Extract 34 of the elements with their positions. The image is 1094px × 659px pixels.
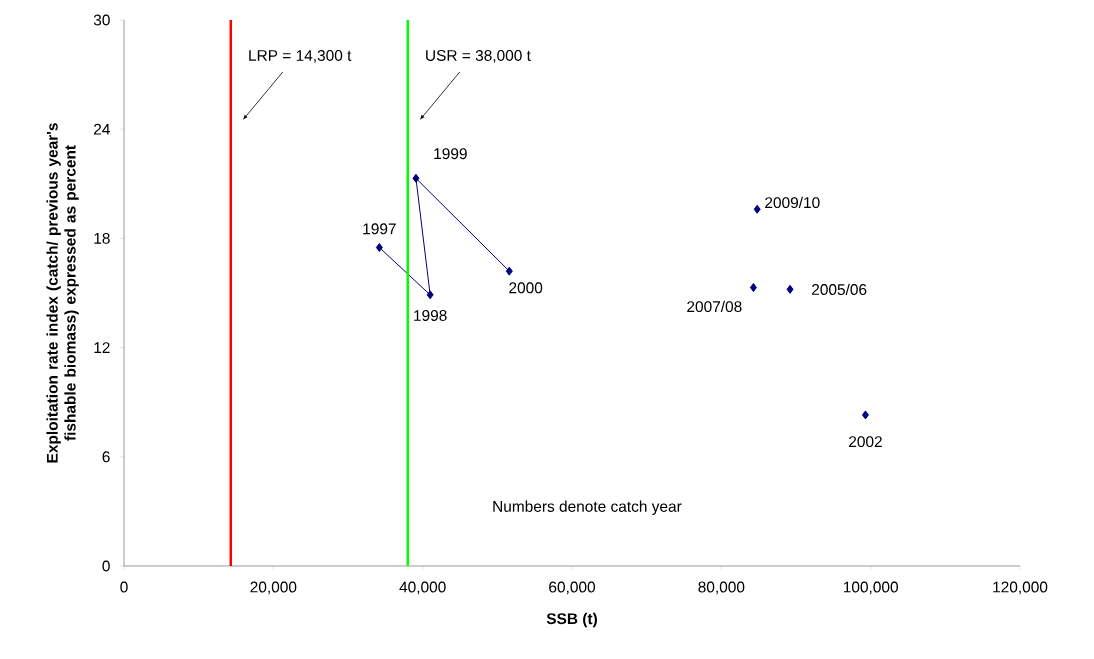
ref-line-label: LRP = 14,300 t — [249, 50, 352, 63]
annotation: 2000 — [509, 282, 543, 294]
y-tick-label: 24 — [94, 123, 110, 135]
point — [426, 290, 434, 300]
annotation: 2002 — [849, 436, 882, 448]
annotation: 1998 — [414, 310, 447, 321]
annotation: 1999 — [434, 148, 467, 160]
y-tick-label: 12 — [94, 342, 110, 353]
y-tick-label: 18 — [94, 232, 110, 244]
x-axis-title: SSB (t) — [546, 612, 597, 628]
y-tick-label: 6 — [102, 451, 110, 463]
annotation: 1997 — [363, 223, 396, 235]
point — [375, 242, 383, 252]
x-tick-label: 0 — [120, 581, 128, 593]
x-tick-label: 100,000 — [843, 581, 898, 595]
x-tick-label: 40,000 — [399, 581, 446, 595]
ref-line-label: USR = 38,000 t — [426, 50, 531, 63]
x-tick-label: 120,000 — [993, 581, 1048, 595]
annotation: 2005/06 — [812, 283, 867, 296]
y-axis-title: Exploitation rate index (catch/ previous year's fishable biomass) expressed as percent — [46, 123, 79, 463]
x-tick-label: 60,000 — [549, 581, 596, 595]
y-tick-label: 0 — [102, 560, 110, 572]
point — [861, 410, 869, 420]
point — [505, 266, 513, 276]
point — [412, 173, 420, 183]
annotation: Numbers denote catch year — [493, 500, 682, 515]
y-tick-label: 30 — [93, 14, 110, 26]
annotation: 2007/08 — [687, 300, 742, 313]
x-tick-label: 20,000 — [250, 581, 297, 595]
point — [753, 204, 761, 214]
x-tick-label: 80,000 — [698, 581, 745, 595]
point — [786, 284, 794, 294]
annotation: 2009/10 — [765, 196, 820, 209]
point — [749, 283, 757, 293]
